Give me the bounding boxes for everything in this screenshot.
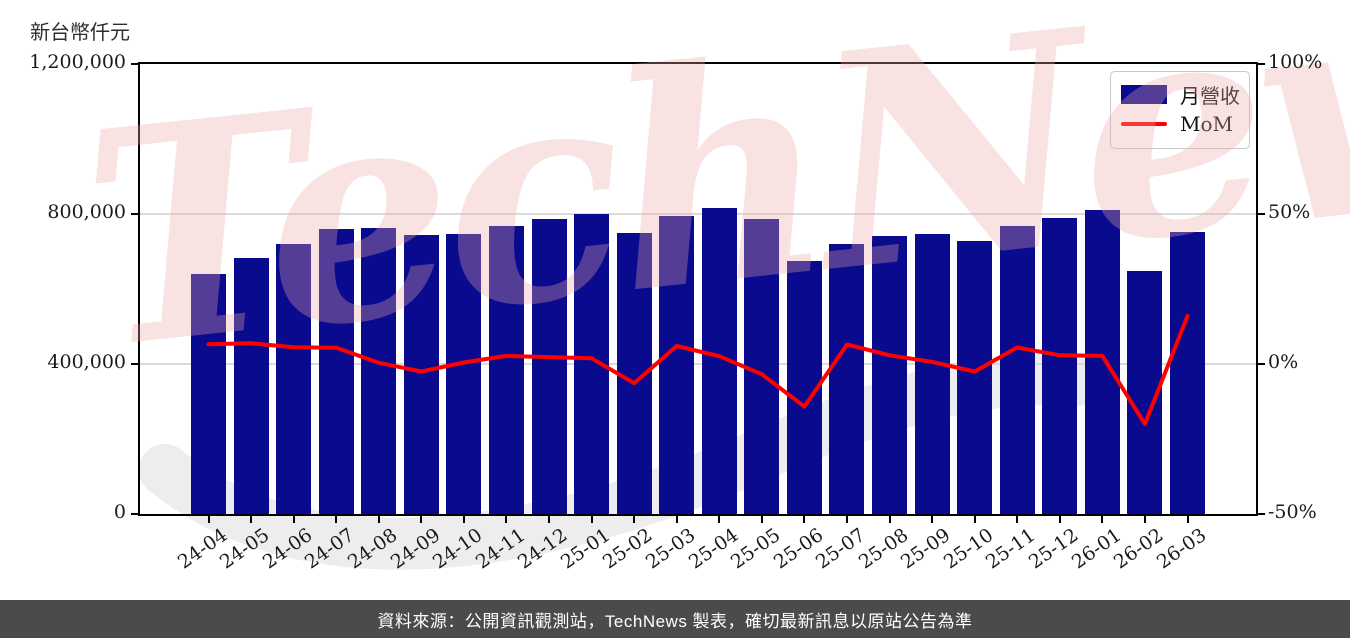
x-tick-mark xyxy=(803,516,806,523)
y-tick-mark-right xyxy=(1258,63,1265,65)
x-tick-mark xyxy=(718,516,721,523)
legend: 月營收 MoM xyxy=(1110,71,1250,149)
revenue-bar-24-07 xyxy=(318,229,354,514)
y-tick-label-left-0: 0 xyxy=(113,501,126,523)
y-tick-label-right--50: -50% xyxy=(1268,501,1317,523)
x-tick-mark xyxy=(931,516,934,523)
revenue-bar-25-12 xyxy=(1042,218,1078,514)
y-tick-mark-left xyxy=(131,513,138,515)
revenue-bar-24-08 xyxy=(361,227,397,514)
revenue-bar-25-11 xyxy=(999,226,1035,514)
x-tick-mark xyxy=(420,516,423,523)
footer-bar: 資料來源：公開資訊觀測站，TechNews 製表，確切最新訊息以原站公告為準 xyxy=(0,600,1350,638)
x-tick-mark xyxy=(1186,516,1189,523)
revenue-bar-24-11 xyxy=(488,226,524,514)
x-tick-mark xyxy=(377,516,380,523)
revenue-bar-25-07 xyxy=(829,244,865,514)
legend-row-revenue: 月營收 xyxy=(1121,79,1240,109)
x-tick-mark xyxy=(292,516,295,523)
x-tick-mark xyxy=(633,516,636,523)
y-tick-label-right-100: 100% xyxy=(1268,51,1323,73)
x-tick-mark xyxy=(250,516,253,523)
x-tick-mark xyxy=(548,516,551,523)
y-tick-label-left-400000: 400,000 xyxy=(47,351,126,373)
y-tick-label-right-0: 0% xyxy=(1268,351,1299,373)
x-tick-mark xyxy=(888,516,891,523)
revenue-bar-26-02 xyxy=(1127,271,1163,514)
revenue-swatch-icon xyxy=(1121,84,1167,104)
revenue-bars-group xyxy=(140,64,1256,514)
revenue-bar-25-02 xyxy=(616,232,652,514)
x-tick-mark xyxy=(1058,516,1061,523)
revenue-bar-25-09 xyxy=(914,234,950,514)
x-tick-mark xyxy=(505,516,508,523)
revenue-bar-25-01 xyxy=(574,213,610,514)
footer-source-text: 資料來源：公開資訊觀測站，TechNews 製表，確切最新訊息以原站公告為準 xyxy=(377,611,973,631)
y-tick-mark-right xyxy=(1258,513,1265,515)
revenue-bar-24-06 xyxy=(276,243,312,514)
revenue-bar-25-03 xyxy=(659,215,695,514)
y-tick-label-left-800000: 800,000 xyxy=(47,201,126,223)
x-tick-mark xyxy=(335,516,338,523)
plot-area xyxy=(138,62,1258,516)
revenue-bar-25-10 xyxy=(957,241,993,514)
revenue-bar-24-12 xyxy=(531,219,567,514)
revenue-bar-25-06 xyxy=(786,260,822,514)
y-tick-label-right-50: 50% xyxy=(1268,201,1311,223)
revenue-bar-24-04 xyxy=(191,274,226,514)
x-tick-mark xyxy=(973,516,976,523)
x-tick-mark xyxy=(760,516,763,523)
x-tick-mark xyxy=(1143,516,1146,523)
legend-label-revenue: 月營收 xyxy=(1180,83,1240,108)
x-tick-mark xyxy=(590,516,593,523)
y-tick-mark-left xyxy=(131,63,138,65)
y-tick-label-left-1200000: 1,200,000 xyxy=(29,51,126,73)
x-tick-mark xyxy=(462,516,465,523)
revenue-bar-24-09 xyxy=(403,235,439,514)
gridline xyxy=(140,213,1256,215)
y-tick-mark-right xyxy=(1258,363,1265,365)
revenue-bar-24-05 xyxy=(233,257,269,514)
x-tick-mark xyxy=(1016,516,1019,523)
legend-label-mom: MoM xyxy=(1180,112,1233,136)
legend-row-mom: MoM xyxy=(1121,109,1239,139)
y-tick-mark-left xyxy=(131,213,138,215)
y-tick-mark-right xyxy=(1258,213,1265,215)
x-tick-mark xyxy=(675,516,678,523)
y-axis-title: 新台幣仟元 xyxy=(30,20,130,44)
revenue-bar-25-08 xyxy=(872,236,907,514)
revenue-bar-25-05 xyxy=(744,218,780,514)
revenue-bar-24-10 xyxy=(446,233,482,514)
revenue-bar-26-03 xyxy=(1169,232,1205,514)
x-tick-mark xyxy=(207,516,210,523)
revenue-bar-25-04 xyxy=(701,208,737,514)
x-tick-mark xyxy=(1101,516,1104,523)
mom-line-swatch-icon xyxy=(1121,122,1167,126)
x-tick-mark xyxy=(845,516,848,523)
y-tick-mark-left xyxy=(131,363,138,365)
revenue-bar-26-01 xyxy=(1084,210,1120,514)
